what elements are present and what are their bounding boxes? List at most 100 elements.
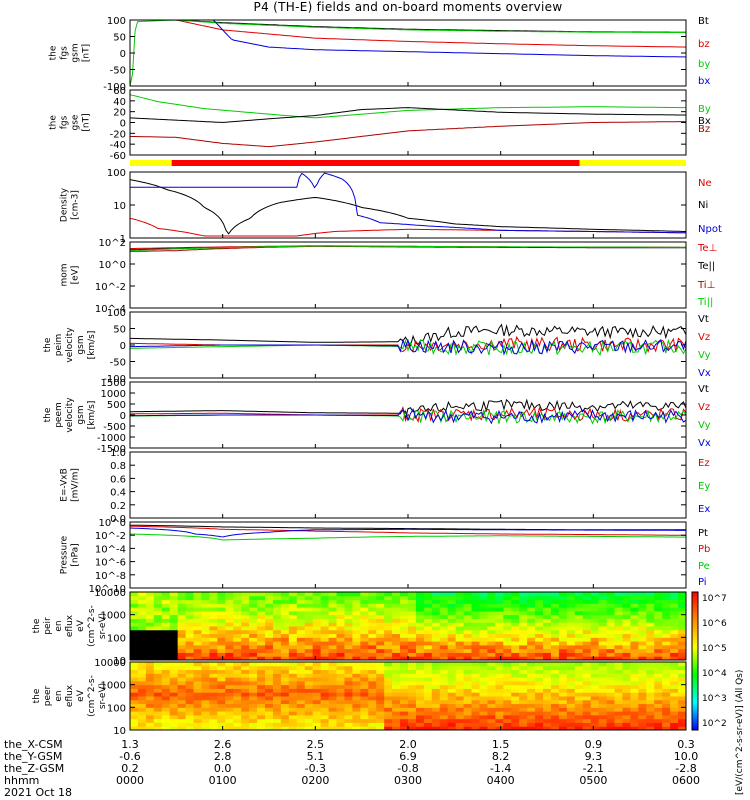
spectrogram-cell <box>145 718 155 723</box>
spectrogram-cell <box>145 641 155 646</box>
spectrogram-cell <box>630 707 639 712</box>
spectrogram-cell <box>169 603 179 608</box>
spectrogram-cell <box>368 696 377 701</box>
spectrogram-cell <box>352 656 361 661</box>
spectrogram-cell <box>288 699 298 705</box>
spectrogram-cell <box>439 707 449 712</box>
spectrogram-cell <box>463 692 473 697</box>
spectrogram-cell <box>392 711 401 716</box>
spectrogram-cell <box>137 629 147 635</box>
spectrogram-cell <box>535 707 544 712</box>
spectrogram-cell <box>209 718 218 723</box>
spectrogram-cell <box>535 629 544 635</box>
spectrogram-cell <box>161 696 171 701</box>
spectrogram-cell <box>344 718 353 723</box>
spectrogram-cell <box>304 684 314 689</box>
spectrogram-cell <box>249 688 258 693</box>
spectrogram-cell <box>431 714 441 720</box>
y-tick-label: 50 <box>113 325 126 336</box>
spectrogram-cell <box>654 599 663 604</box>
spectrogram-cell <box>455 633 465 638</box>
spectrogram-cell <box>392 673 401 678</box>
spectrogram-cell <box>336 626 345 631</box>
spectrogram-cell <box>622 618 631 623</box>
spectrogram-cell <box>185 652 195 657</box>
spectrogram-cell <box>265 644 274 650</box>
spectrogram-cell <box>495 633 504 638</box>
spectrogram-cell <box>455 592 465 597</box>
spectrogram-cell <box>408 711 417 716</box>
spectrogram-cell <box>153 618 163 623</box>
spectrogram-cell <box>678 595 687 601</box>
spectrogram-cell <box>590 633 600 638</box>
spectrogram-cell <box>209 707 218 712</box>
spectrogram-cell <box>479 626 488 631</box>
spectrogram-cell <box>495 614 504 619</box>
legend-label-mom_temp-0: Te⊥ <box>697 243 717 254</box>
spectrogram-cell <box>447 680 457 686</box>
spectrogram-cell <box>130 610 139 616</box>
spectrogram-cell <box>153 699 163 705</box>
spectrogram-cell <box>646 614 655 619</box>
y-axis-label: thepeemvelocitygsm[km/s] <box>43 397 97 433</box>
spectrogram-cell <box>280 680 290 686</box>
spectrogram-cell <box>415 607 425 612</box>
spectrogram-cell <box>495 629 504 635</box>
spectrogram-cell <box>487 607 496 612</box>
spectrogram-cell <box>225 718 234 723</box>
spectrogram-cell <box>209 669 218 674</box>
spectrogram-cell <box>431 696 441 701</box>
spectrogram-cell <box>249 652 258 657</box>
spectrogram-cell <box>217 622 226 627</box>
spectrogram-cell <box>447 688 457 693</box>
spectrogram-cell <box>193 637 202 642</box>
spectrogram-cell <box>463 633 473 638</box>
spectrogram-cell <box>225 622 234 627</box>
spectrogram-cell <box>272 718 282 723</box>
spectrogram-cell <box>225 595 234 601</box>
spectrogram-cell <box>678 614 687 619</box>
spectrogram-cell <box>249 618 258 623</box>
spectrogram-cell <box>455 684 465 689</box>
spectrogram-cell <box>320 707 330 712</box>
spectrogram-cell <box>670 610 679 616</box>
spectrogram-cell <box>320 680 330 686</box>
spectrogram-cell <box>408 633 417 638</box>
spectrogram-cell <box>423 633 433 638</box>
spectrogram-cell <box>423 677 433 682</box>
spectrogram-cell <box>225 673 234 678</box>
status-red <box>171 160 580 166</box>
spectrogram-cell <box>439 644 449 650</box>
spectrogram-cell <box>463 714 473 720</box>
spectrogram-cell <box>670 595 679 601</box>
spectrogram-cell <box>201 692 210 697</box>
spectrogram-cell <box>376 633 385 638</box>
y-tick-label: 10^0 <box>99 260 126 271</box>
spectrogram-cell <box>503 603 512 608</box>
spectrogram-cell <box>177 622 187 627</box>
spectrogram-cell <box>479 652 488 657</box>
spectrogram-cell <box>241 707 250 712</box>
spectrogram-cell <box>288 622 298 627</box>
spectrogram-cell <box>423 622 433 627</box>
spectrogram-cell <box>145 703 155 708</box>
spectrogram-cell <box>177 665 187 671</box>
spectrogram-cell <box>328 673 338 678</box>
series-line-fgs_gse-0 <box>129 94 686 119</box>
spectrogram-cell <box>130 718 139 723</box>
spectrogram-cell <box>550 656 560 661</box>
spectrogram-cell <box>169 711 179 716</box>
spectrogram-cell <box>598 707 608 712</box>
spectrogram-cell <box>447 622 457 627</box>
spectrogram-cell <box>503 669 512 674</box>
spectrogram-cell <box>130 688 139 693</box>
spectrogram-cell <box>344 637 353 642</box>
y-tick-label: 10000 <box>94 658 126 669</box>
spectrogram-cell <box>360 669 369 674</box>
spectrogram-cell <box>662 641 671 646</box>
spectrogram-cell <box>574 607 584 612</box>
spectrogram-cell <box>153 592 163 597</box>
y-axis-label: mom[eV] <box>60 263 81 286</box>
spectrogram-cell <box>630 688 639 693</box>
spectrogram-cell <box>622 607 631 612</box>
